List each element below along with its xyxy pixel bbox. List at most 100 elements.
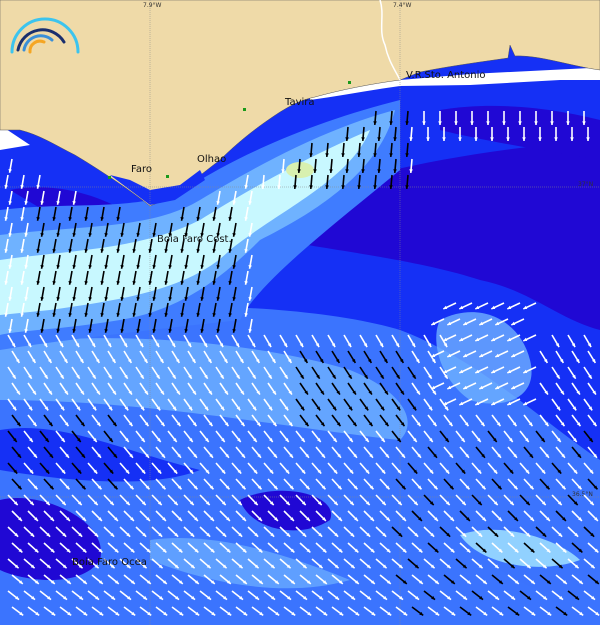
wave-arrow-head bbox=[132, 312, 136, 317]
wave-arrow-head bbox=[66, 548, 71, 553]
wave-arrow-head bbox=[14, 564, 19, 569]
wave-arrow-head bbox=[405, 185, 409, 189]
wave-arrow-head bbox=[192, 422, 197, 427]
wave-arrow-head bbox=[96, 422, 101, 427]
wave-arrow-head bbox=[434, 580, 439, 584]
wave-arrow-head bbox=[572, 406, 577, 411]
wave-arrow-head bbox=[559, 596, 563, 600]
wave-arrow-head bbox=[4, 280, 8, 285]
wave-arrow-head bbox=[34, 580, 39, 584]
wave-arrow-head bbox=[76, 406, 81, 411]
wave-arrow-head bbox=[259, 611, 264, 616]
wave-arrow-head bbox=[332, 374, 336, 379]
wave-arrow-head bbox=[161, 485, 166, 490]
wave-arrow-head bbox=[81, 485, 86, 490]
wave-arrow-head bbox=[72, 232, 76, 237]
wave-arrow-head bbox=[34, 517, 38, 521]
wave-arrow-head bbox=[242, 548, 247, 553]
place-markers bbox=[108, 81, 351, 179]
wave-arrow-head bbox=[338, 517, 342, 521]
wave-arrow-head bbox=[24, 200, 28, 205]
wave-arrow-head bbox=[46, 532, 51, 537]
wave-arrow-head bbox=[194, 517, 198, 521]
buoy-label[interactable]: Boia Faro Ocea bbox=[72, 557, 147, 568]
wave-arrow-head bbox=[518, 121, 522, 125]
wave-arrow-head bbox=[281, 169, 285, 173]
wave-arrow-head bbox=[84, 216, 88, 221]
wave-arrow-head bbox=[78, 532, 83, 537]
wave-arrow-head bbox=[316, 374, 320, 379]
wave-arrow-head bbox=[235, 343, 240, 348]
wave-arrow-head bbox=[224, 390, 228, 395]
wave-arrow-head bbox=[132, 248, 136, 253]
wave-arrow-head bbox=[557, 469, 562, 474]
wave-arrow-head bbox=[502, 121, 506, 125]
place-label[interactable]: Tavira bbox=[284, 97, 315, 108]
wave-arrow-head bbox=[562, 548, 567, 553]
place-label[interactable]: Faro bbox=[131, 164, 152, 175]
wave-arrow-head bbox=[47, 596, 51, 600]
wave-arrow-head bbox=[300, 406, 305, 411]
wave-arrow-head bbox=[399, 358, 404, 363]
wave-arrow-head bbox=[88, 264, 92, 269]
wave-arrow-head bbox=[125, 501, 130, 506]
wave-arrow-head bbox=[426, 137, 430, 141]
wave-arrow-head bbox=[442, 137, 446, 141]
wave-arrow-head bbox=[491, 401, 496, 406]
wave-arrow-head bbox=[44, 406, 49, 411]
wave-arrow-head bbox=[554, 137, 558, 141]
wave-arrow-head bbox=[416, 422, 421, 427]
wave-arrow-head bbox=[418, 517, 422, 521]
wave-arrow-head bbox=[479, 385, 484, 390]
wave-arrow-head bbox=[140, 374, 144, 379]
wave-arrow-head bbox=[450, 548, 455, 553]
wave-arrow-head bbox=[349, 438, 353, 442]
wave-arrow-head bbox=[97, 453, 101, 458]
wave-arrow-head bbox=[92, 374, 96, 379]
wave-arrow-head bbox=[338, 548, 343, 553]
wave-arrow-head bbox=[60, 374, 64, 379]
wave-arrow-head bbox=[111, 596, 115, 600]
wave-arrow-head bbox=[4, 216, 8, 221]
wave-arrow-head bbox=[445, 438, 449, 442]
wave-arrow-head bbox=[513, 453, 517, 458]
wave-arrow-head bbox=[431, 353, 436, 358]
wave-arrow-head bbox=[128, 422, 133, 427]
place-label[interactable]: Olhao bbox=[197, 154, 226, 165]
wave-arrow-head bbox=[493, 501, 498, 506]
wave-arrow-head bbox=[512, 422, 517, 427]
wave-arrow-head bbox=[146, 517, 150, 521]
wave-arrow-head bbox=[572, 374, 576, 379]
wave-arrow-head bbox=[417, 485, 422, 490]
wave-arrow-head bbox=[447, 596, 451, 600]
wave-arrow-head bbox=[24, 328, 28, 333]
wave-arrow-head bbox=[528, 422, 533, 427]
wave-arrow-head bbox=[219, 343, 224, 348]
wave-arrow-head bbox=[579, 611, 584, 616]
wave-arrow-head bbox=[128, 390, 132, 395]
wave-arrow-head bbox=[45, 501, 50, 506]
wave-arrow-head bbox=[147, 611, 152, 616]
wave-arrow-head bbox=[178, 517, 182, 521]
wave-arrow-head bbox=[30, 564, 35, 569]
wave-arrow-head bbox=[495, 385, 500, 390]
wave-arrow-head bbox=[168, 264, 172, 269]
wave-arrow-head bbox=[129, 485, 134, 490]
wave-arrow-head bbox=[258, 580, 263, 584]
wave-arrow-head bbox=[228, 312, 232, 317]
wave-arrow-head bbox=[104, 296, 108, 301]
wave-arrow-head bbox=[120, 232, 124, 237]
wave-arrow-head bbox=[556, 406, 561, 411]
buoy-label[interactable]: Boia Faro Cost. bbox=[157, 234, 232, 245]
wave-arrow-head bbox=[180, 312, 184, 317]
place-label[interactable]: V.R.Sto. Antonio bbox=[406, 70, 486, 81]
wave-arrow-head bbox=[36, 184, 40, 189]
wave-arrow-head bbox=[59, 343, 64, 348]
wave-arrow-head bbox=[416, 390, 420, 395]
wave-arrow-head bbox=[320, 390, 324, 395]
wave-arrow-head bbox=[77, 501, 82, 506]
wave-arrow-head bbox=[461, 469, 466, 474]
wave-arrow-head bbox=[12, 406, 17, 411]
